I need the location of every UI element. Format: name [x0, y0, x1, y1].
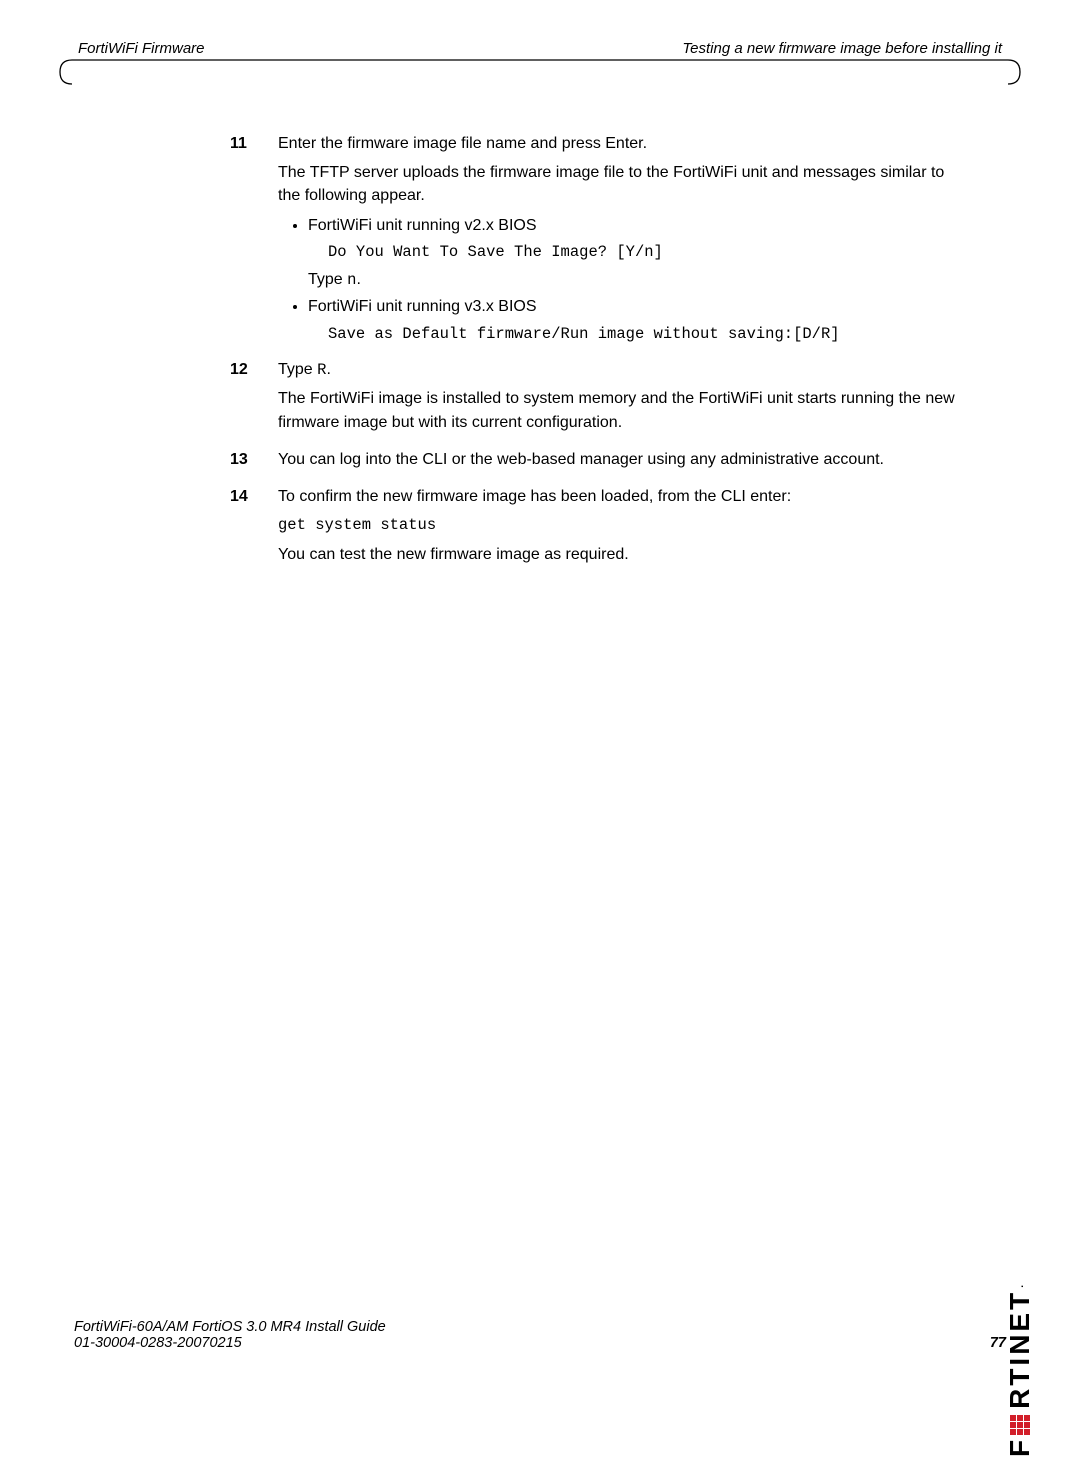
list-item: FortiWiFi unit running v2.x BIOS Do You … — [308, 214, 960, 292]
step-number: 12 — [230, 358, 278, 440]
step-text: Enter the firmware image file name and p… — [278, 132, 960, 155]
step-text: You can log into the CLI or the web-base… — [278, 448, 960, 471]
content-area: 11 Enter the firmware image file name an… — [60, 84, 1020, 572]
step-text: The TFTP server uploads the firmware ima… — [278, 161, 960, 207]
step-12: 12 Type R. The FortiWiFi image is instal… — [230, 358, 960, 440]
code-line: Do You Want To Save The Image? [Y/n] — [328, 241, 960, 264]
line-suffix: . — [326, 361, 330, 378]
footer-title: FortiWiFi-60A/AM FortiOS 3.0 MR4 Install… — [74, 1319, 386, 1335]
footer-left: FortiWiFi-60A/AM FortiOS 3.0 MR4 Install… — [74, 1319, 386, 1351]
step-11: 11 Enter the firmware image file name an… — [230, 132, 960, 350]
step-number: 14 — [230, 485, 278, 572]
step-14: 14 To confirm the new firmware image has… — [230, 485, 960, 572]
list-item: FortiWiFi unit running v3.x BIOS Save as… — [308, 295, 960, 345]
header-left: FortiWiFi Firmware — [78, 40, 205, 57]
bullet-list: FortiWiFi unit running v2.x BIOS Do You … — [278, 214, 960, 346]
step-body: Type R. The FortiWiFi image is installed… — [278, 358, 960, 440]
trail-prefix: Type — [308, 271, 347, 288]
step-body: You can log into the CLI or the web-base… — [278, 448, 960, 477]
bullet-trail: Type n. — [308, 271, 361, 288]
step-13: 13 You can log into the CLI or the web-b… — [230, 448, 960, 477]
page: FortiWiFi Firmware Testing a new firmwar… — [0, 0, 1080, 1397]
page-header: FortiWiFi Firmware Testing a new firmwar… — [60, 40, 1020, 60]
bullet-lead: FortiWiFi unit running v2.x BIOS — [308, 217, 537, 234]
header-rule — [60, 60, 1020, 84]
brand-text: F RTINET. — [1004, 1282, 1036, 1457]
page-footer: FortiWiFi-60A/AM FortiOS 3.0 MR4 Install… — [74, 1319, 1006, 1351]
step-text: To confirm the new firmware image has be… — [278, 485, 960, 508]
step-text: You can test the new firmware image as r… — [278, 543, 960, 566]
step-body: Enter the firmware image file name and p… — [278, 132, 960, 350]
trail-suffix: . — [356, 271, 360, 288]
step-text: The FortiWiFi image is installed to syst… — [278, 387, 960, 433]
line-prefix: Type — [278, 361, 317, 378]
brand-logo: F RTINET. — [1004, 1282, 1036, 1457]
step-body: To confirm the new firmware image has be… — [278, 485, 960, 572]
code-line: Save as Default firmware/Run image witho… — [328, 323, 960, 346]
footer-docnum: 01-30004-0283-20070215 — [74, 1335, 386, 1351]
page-number: 77 — [990, 1335, 1006, 1351]
step-number: 13 — [230, 448, 278, 477]
brand-icon — [1008, 1413, 1032, 1437]
bullet-lead: FortiWiFi unit running v3.x BIOS — [308, 298, 537, 315]
code-line: get system status — [278, 514, 960, 536]
step-text: Type R. — [278, 358, 960, 381]
header-right: Testing a new firmware image before inst… — [682, 40, 1002, 57]
step-number: 11 — [230, 132, 278, 350]
